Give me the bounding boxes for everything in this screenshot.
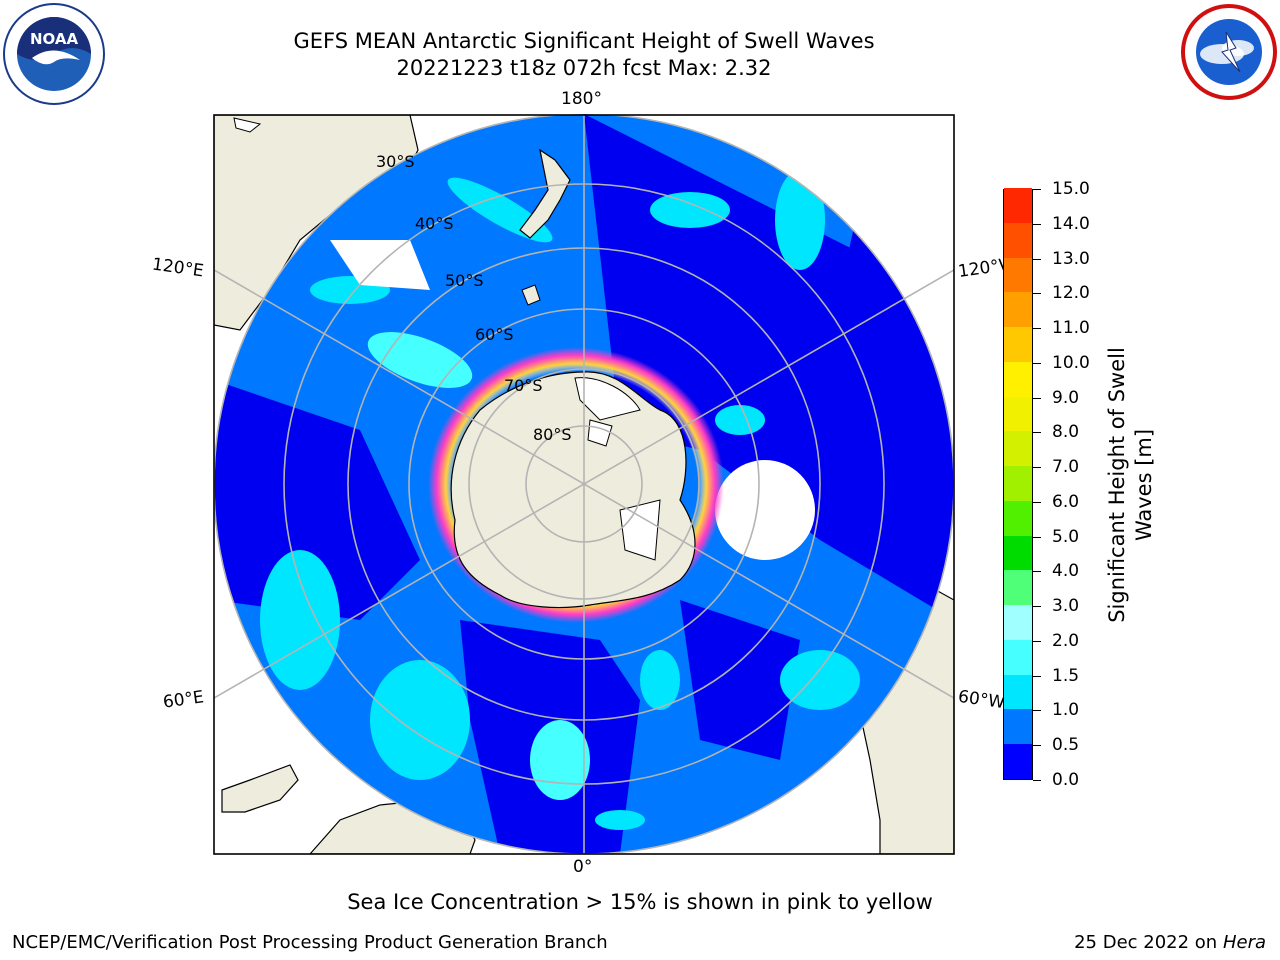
colorbar-segment [1004,326,1032,362]
colorbar-segment [1004,570,1032,606]
colorbar-tick [1033,258,1041,260]
lat-label-40s: 40°S [415,214,454,233]
colorbar-tick-label: 4.0 [1052,561,1080,582]
colorbar-tick-label: 6.0 [1052,491,1080,512]
colorbar-tick-label: 12.0 [1052,283,1090,304]
footer-host: Hera [1222,932,1266,953]
lat-label-60s: 60°S [475,325,514,344]
graticule [214,115,954,854]
colorbar-tick-label: 5.0 [1052,526,1080,547]
colorbar-tick-label: 9.0 [1052,387,1080,408]
colorbar-segment [1004,709,1032,745]
colorbar-tick [1033,362,1041,364]
colorbar-tick [1033,536,1041,538]
colorbar-segment [1004,465,1032,501]
colorbar-tick [1033,397,1041,399]
colorbar-tick [1033,467,1041,469]
noaa-logo-icon: NOAA [3,3,105,105]
colorbar-tick [1033,328,1041,330]
colorbar-segment [1004,396,1032,432]
noaa-logo-text: NOAA [30,30,79,48]
colorbar-tick-label: 15.0 [1052,179,1090,199]
colorbar-tick [1033,745,1041,747]
lon-label-180: 180° [561,89,602,109]
colorbar-tick [1033,571,1041,573]
colorbar-tick [1033,223,1041,225]
colorbar-tick-label: 1.5 [1052,665,1080,686]
colorbar-tick-label: 3.0 [1052,596,1080,617]
colorbar-segment [1004,222,1032,258]
colorbar-label-line1: Significant Height of Swell [1105,347,1129,623]
colorbar-tick [1033,293,1041,295]
colorbar-segment [1004,639,1032,675]
colorbar-tick-label: 1.0 [1052,700,1080,721]
colorbar-segment [1004,292,1032,328]
colorbar-segment [1004,500,1032,536]
colorbar-segment [1004,535,1032,571]
colorbar-tick-label: 10.0 [1052,352,1090,373]
footer-date-text: 25 Dec 2022 on [1074,932,1218,953]
colorbar-tick-label: 0.5 [1052,735,1080,756]
chart-subtitle: 20221223 t18z 072h fcst Max: 2.32 [396,56,772,80]
colorbar-tick-label: 8.0 [1052,422,1080,443]
lat-label-70s: 70°S [504,376,543,395]
lat-label-80s: 80°S [533,425,572,444]
colorbar-tick [1033,432,1041,434]
lat-label-50s: 50°S [445,271,484,290]
colorbar-tick [1033,710,1041,712]
colorbar-tick [1033,606,1041,608]
colorbar-tick-label: 14.0 [1052,213,1090,234]
footer-date: 25 Dec 2022 on Hera [1074,932,1266,953]
colorbar-tick-label: 13.0 [1052,248,1090,269]
colorbar-label-line2: Waves [m] [1132,428,1156,542]
nws-logo-icon [1181,4,1277,100]
colorbar-tick [1033,640,1041,642]
colorbar-segment [1004,431,1032,467]
chart-title: GEFS MEAN Antarctic Significant Height o… [293,29,875,53]
footer-credit: NCEP/EMC/Verification Post Processing Pr… [12,932,608,953]
colorbar-tick-label: 7.0 [1052,457,1080,478]
colorbar-segment [1004,674,1032,710]
colorbar-segment [1004,361,1032,397]
sea-ice-note: Sea Ice Concentration > 15% is shown in … [347,890,933,914]
colorbar-segment [1004,604,1032,640]
colorbar-label: Significant Height of Swell Waves [m] [1104,347,1158,623]
colorbar-segment [1004,187,1032,223]
colorbar-tick-label: 11.0 [1052,318,1090,339]
colorbar-segment [1004,744,1032,779]
lat-label-30s: 30°S [376,152,415,171]
colorbar [1003,187,1033,780]
colorbar-tick [1033,189,1041,190]
colorbar-tick-label: 0.0 [1052,770,1080,790]
colorbar-tick [1033,501,1041,503]
colorbar-tick [1033,780,1041,781]
colorbar-segment [1004,257,1032,293]
lon-label-0: 0° [573,857,593,877]
colorbar-tick [1033,675,1041,677]
colorbar-tick-label: 2.0 [1052,630,1080,651]
